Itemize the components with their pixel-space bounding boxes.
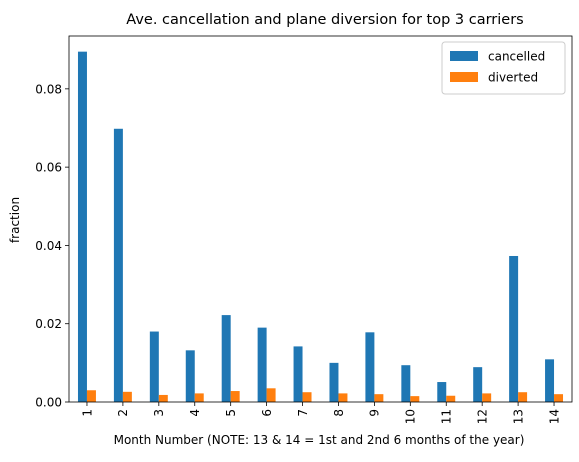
bar-diverted-8 bbox=[338, 393, 348, 402]
bar-diverted-5 bbox=[230, 391, 240, 402]
bar-diverted-1 bbox=[86, 390, 96, 402]
bar-diverted-2 bbox=[122, 391, 132, 402]
legend: cancelled diverted bbox=[441, 41, 566, 95]
bar-cancelled-5 bbox=[221, 315, 231, 402]
x-tick-label: 5 bbox=[224, 409, 238, 417]
y-tick-label: 0.00 bbox=[35, 396, 62, 410]
bar-diverted-6 bbox=[266, 388, 276, 402]
x-tick-label: 14 bbox=[547, 409, 561, 424]
y-tick-label: 0.02 bbox=[35, 317, 62, 331]
y-tick-label: 0.04 bbox=[35, 239, 62, 253]
x-tick-label: 4 bbox=[188, 409, 202, 417]
legend-label-cancelled: cancelled bbox=[488, 50, 545, 64]
bar-diverted-9 bbox=[374, 394, 384, 402]
x-tick-label: 1 bbox=[80, 409, 94, 417]
x-tick-label: 7 bbox=[296, 409, 310, 417]
legend-swatch-diverted bbox=[450, 72, 478, 82]
bar-cancelled-13 bbox=[509, 255, 519, 402]
x-tick-label: 10 bbox=[404, 409, 418, 424]
bar-cancelled-12 bbox=[473, 367, 483, 402]
bar-cancelled-7 bbox=[293, 346, 303, 402]
y-tick-label: 0.08 bbox=[35, 82, 62, 96]
legend-swatch-cancelled bbox=[450, 51, 478, 61]
bar-cancelled-1 bbox=[77, 51, 87, 402]
x-tick-label: 11 bbox=[440, 409, 454, 424]
bar-cancelled-4 bbox=[185, 350, 195, 402]
bar-diverted-11 bbox=[446, 395, 456, 402]
bar-cancelled-11 bbox=[437, 382, 447, 402]
bar-diverted-3 bbox=[158, 394, 168, 402]
bar-cancelled-9 bbox=[365, 332, 375, 402]
plot-frame bbox=[68, 35, 573, 403]
legend-label-diverted: diverted bbox=[488, 71, 538, 85]
bar-cancelled-10 bbox=[401, 365, 411, 402]
bar-diverted-7 bbox=[302, 392, 312, 402]
bar-diverted-10 bbox=[410, 396, 420, 402]
x-tick-label: 13 bbox=[511, 409, 525, 424]
x-tick-label: 9 bbox=[368, 409, 382, 417]
bar-cancelled-8 bbox=[329, 362, 339, 402]
x-tick-label: 2 bbox=[116, 409, 130, 417]
bar-diverted-14 bbox=[554, 394, 564, 402]
plot-area: 0.000.020.040.060.081 2 3 4 5 6 7 8 9 10 11 12 13 14 bbox=[35, 35, 573, 424]
bar-diverted-12 bbox=[482, 393, 492, 402]
bar-diverted-4 bbox=[194, 393, 204, 402]
bar-cancelled-2 bbox=[113, 128, 123, 402]
bar-cancelled-14 bbox=[545, 359, 555, 402]
x-axis-label: Month Number (NOTE: 13 & 14 = 1st and 2n… bbox=[114, 433, 525, 447]
bar-cancelled-6 bbox=[257, 327, 267, 402]
x-tick-label: 8 bbox=[332, 409, 346, 417]
x-tick-label: 12 bbox=[475, 409, 489, 424]
bar-cancelled-3 bbox=[149, 331, 159, 402]
bar-diverted-13 bbox=[518, 392, 528, 402]
y-tick-label: 0.06 bbox=[35, 161, 62, 175]
x-tick-label: 6 bbox=[260, 409, 274, 417]
chart-title: Ave. cancellation and plane diversion fo… bbox=[126, 12, 523, 28]
y-axis-label: fraction bbox=[8, 197, 22, 243]
x-tick-label: 3 bbox=[152, 409, 166, 417]
